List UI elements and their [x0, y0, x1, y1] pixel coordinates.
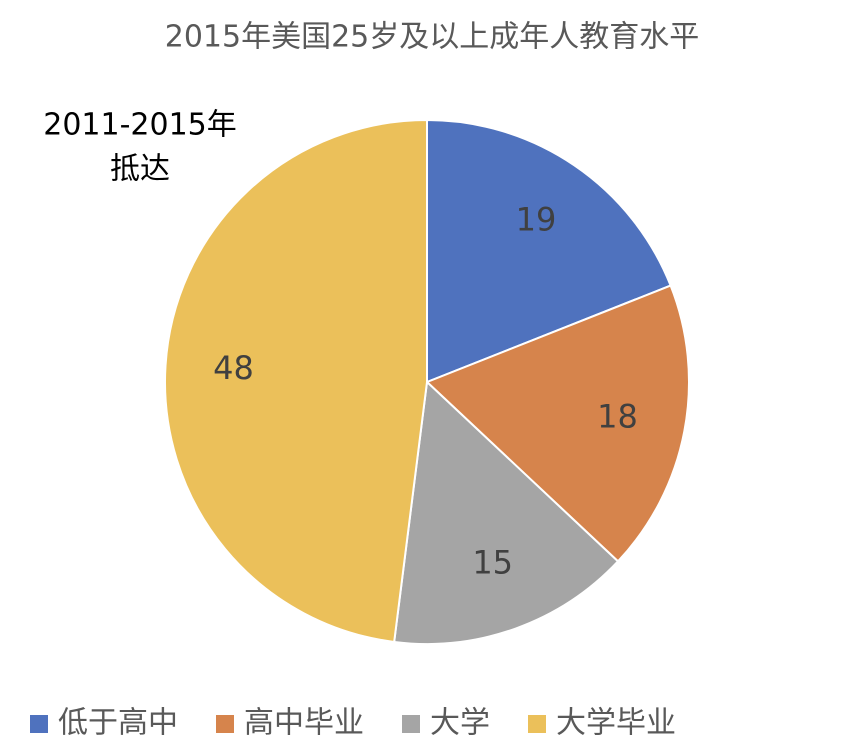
pie-slice	[164, 118, 428, 644]
pie-slice	[426, 118, 672, 384]
legend-swatch	[30, 715, 48, 733]
data-label: 15	[472, 543, 513, 581]
data-label: 19	[516, 201, 557, 239]
legend-label: 高中毕业	[244, 706, 364, 741]
data-label: 18	[597, 397, 638, 435]
legend-swatch	[528, 715, 546, 733]
annotation: 抵达	[110, 152, 170, 187]
annotation: 2011-2015年	[43, 108, 237, 143]
legend-swatch	[216, 715, 234, 733]
data-label: 48	[213, 349, 254, 387]
legend-label: 大学	[430, 706, 490, 741]
pie-slice	[393, 379, 620, 645]
pie-slice	[425, 284, 690, 563]
legend-label: 大学毕业	[556, 706, 676, 741]
legend-label: 低于高中	[58, 706, 178, 741]
chart-title: 2015年美国25岁及以上成年人教育水平	[165, 20, 700, 55]
legend-swatch	[402, 715, 420, 733]
